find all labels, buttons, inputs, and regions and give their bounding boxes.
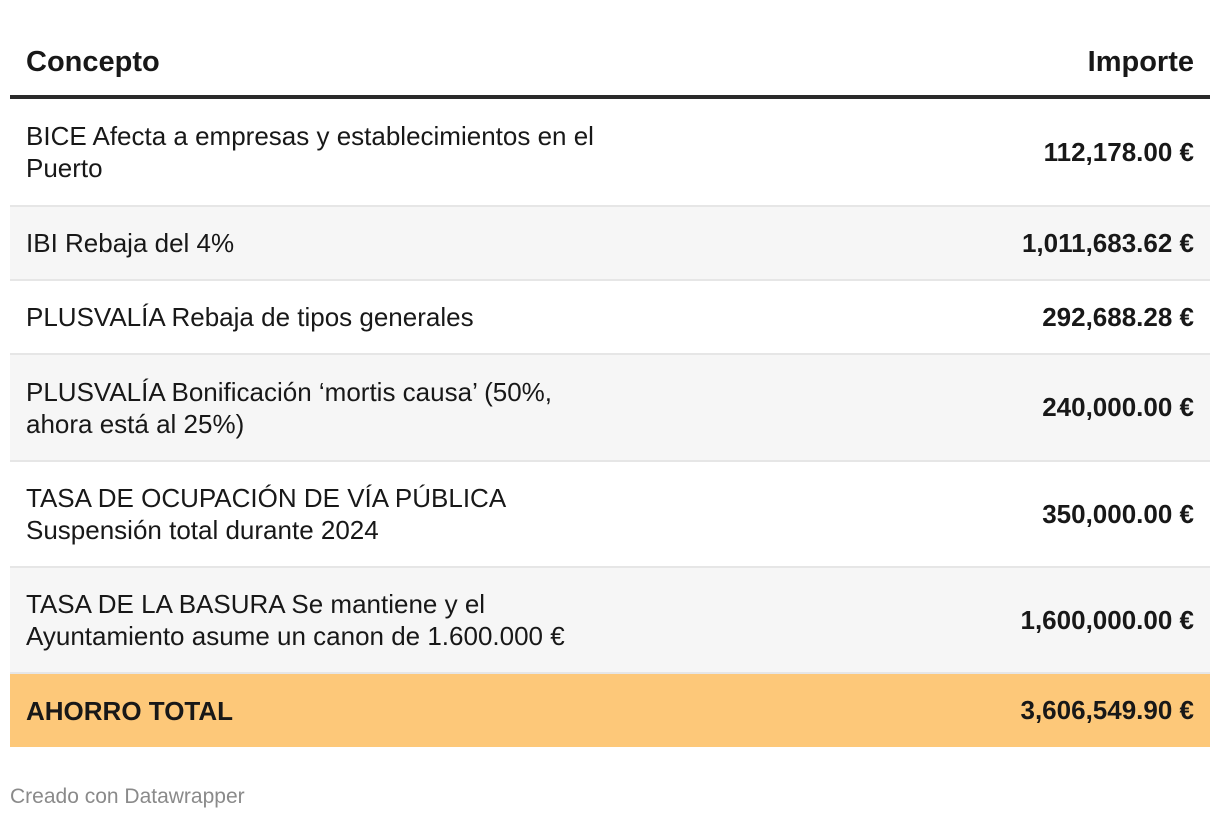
- row-concept: BICE Afecta a empresas y establecimiento…: [26, 121, 594, 183]
- row-concept: TASA DE LA BASURA Se mantiene y el Ayunt…: [26, 589, 565, 651]
- table-header: Concepto Importe: [10, 0, 1210, 99]
- table-row: BICE Afecta a empresas y establecimiento…: [10, 99, 1210, 207]
- column-header-importe: Importe: [1087, 46, 1194, 78]
- column-header-concepto: Concepto: [26, 46, 160, 78]
- row-amount: 350,000.00 €: [1042, 498, 1194, 529]
- row-concept: TASA DE OCUPACIÓN DE VÍA PÚBLICA Suspens…: [26, 483, 505, 545]
- savings-table: Concepto Importe BICE Afecta a empresas …: [10, 0, 1210, 747]
- row-amount: 240,000.00 €: [1042, 392, 1194, 422]
- row-amount: 1,600,000.00 €: [1020, 604, 1195, 635]
- table-row: PLUSVALÍA Bonificación ‘mortis causa’ (5…: [10, 355, 1210, 462]
- row-amount: 292,688.28 €: [1042, 301, 1194, 332]
- row-amount: 1,011,683.62 €: [1021, 227, 1194, 258]
- table-row: IBI Rebaja del 4% 1,011,683.62 €: [10, 207, 1210, 281]
- table-row: TASA DE OCUPACIÓN DE VÍA PÚBLICA Suspens…: [10, 462, 1210, 568]
- credit-footer: Creado con Datawrapper: [10, 785, 245, 808]
- row-concept: IBI Rebaja del 4%: [26, 228, 235, 258]
- table-row: PLUSVALÍA Rebaja de tipos generales 292,…: [10, 281, 1210, 355]
- total-concept: AHORRO TOTAL: [26, 695, 234, 726]
- row-concept: PLUSVALÍA Bonificación ‘mortis causa’ (5…: [26, 376, 553, 439]
- row-concept: PLUSVALÍA Rebaja de tipos generales: [26, 302, 474, 332]
- total-row: AHORRO TOTAL 3,606,549.90 €: [10, 674, 1210, 747]
- total-amount: 3,606,549.90 €: [1020, 695, 1195, 725]
- table-row: TASA DE LA BASURA Se mantiene y el Ayunt…: [10, 568, 1210, 674]
- row-amount: 112,178.00 €: [1043, 136, 1194, 167]
